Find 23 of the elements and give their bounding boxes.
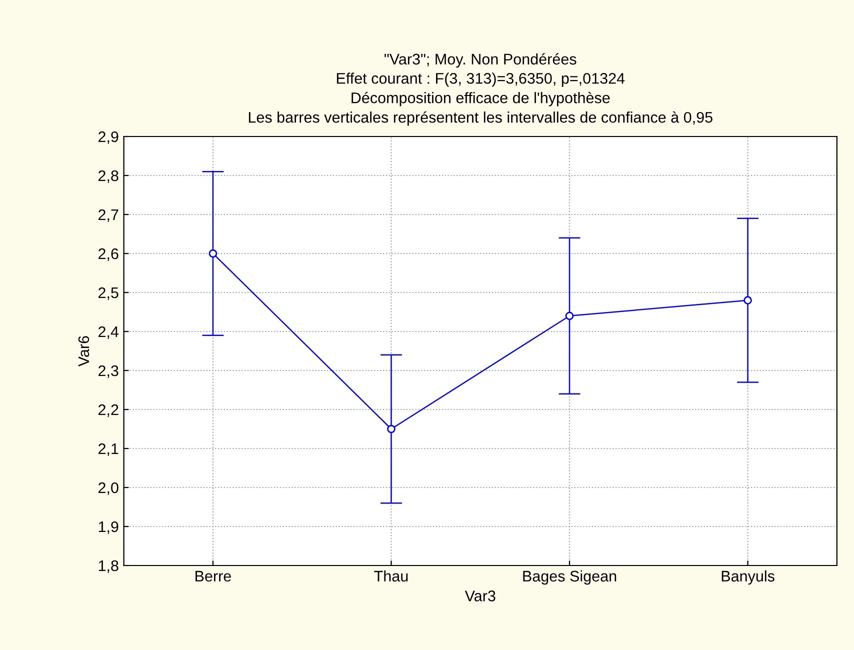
y-tick-label: 2,4: [98, 326, 119, 339]
y-tick-label: 2,8: [98, 170, 118, 183]
y-tick-label: 2,9: [98, 131, 118, 144]
point: [565, 312, 574, 320]
point: [208, 249, 218, 258]
y-tick-label: 2,2: [98, 404, 118, 417]
x-axis-title: Var3: [464, 590, 496, 602]
y-tick-label: 2,5: [98, 287, 118, 300]
x-tick-label: Berre: [196, 570, 231, 582]
chart-title: "Var3"; Moy. Non Pondérées Effet courant : F(3, 313)=3,6350, p=,01324 Décomposition efficace de l'hypothèse Les barres verticales représentent les intervalles de confiance à 0,95: [248, 53, 712, 126]
x-tick-label: Thau: [374, 570, 408, 582]
y-axis-title: Var6: [78, 336, 90, 367]
x-tick-label: Bages Sigean: [523, 570, 616, 585]
y-tick-label: 1,9: [98, 521, 118, 534]
x-tick-label: Banyuls: [722, 570, 774, 585]
y-tick-label: 2,3: [98, 365, 118, 378]
y-tick-label: 2,1: [98, 443, 118, 456]
point: [744, 296, 752, 304]
y-tick-label: 2,6: [98, 248, 118, 261]
y-tick-label: 1,8: [98, 560, 118, 573]
y-tick-label: 2,7: [98, 209, 118, 222]
point: [387, 424, 396, 434]
y-tick-label: 2,0: [98, 482, 118, 495]
